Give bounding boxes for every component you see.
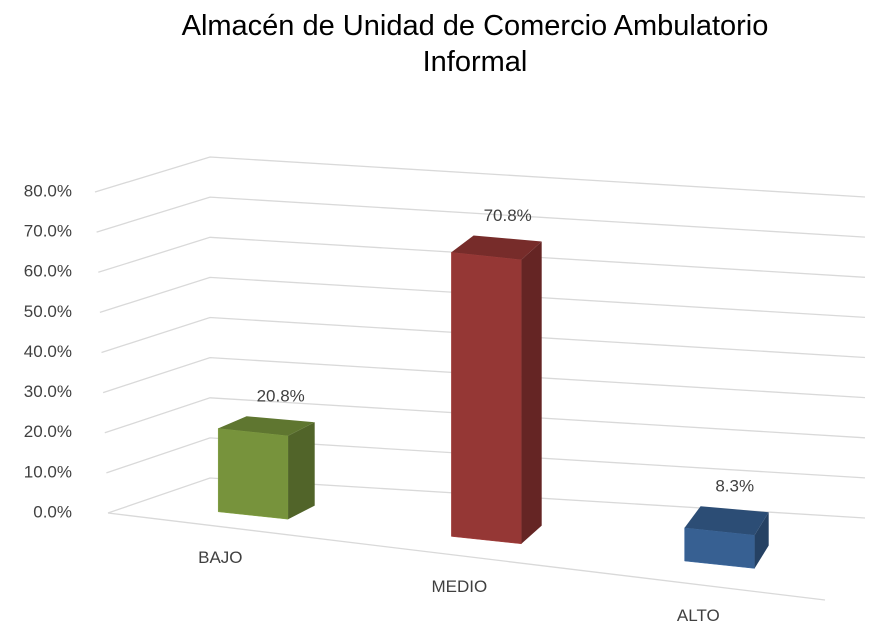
bar-side xyxy=(521,241,542,544)
grid-line xyxy=(98,236,866,278)
bar-side xyxy=(754,512,769,569)
bar-front xyxy=(217,428,289,520)
y-tick-label: 80.0% xyxy=(24,181,72,200)
grid-line xyxy=(101,316,866,359)
y-tick-label: 30.0% xyxy=(24,382,72,401)
grid-line xyxy=(96,196,866,238)
y-tick-label: 70.0% xyxy=(24,222,72,241)
x-tick-label: BAJO xyxy=(198,548,242,567)
x-tick-label: ALTO xyxy=(677,606,720,625)
bar-side xyxy=(288,422,315,520)
floor-edge xyxy=(107,512,826,601)
value-label: 20.8% xyxy=(257,387,305,406)
grid-line xyxy=(107,477,866,519)
grid-line xyxy=(104,397,866,439)
x-tick-label: MEDIO xyxy=(431,577,487,596)
y-tick-label: 0.0% xyxy=(33,502,72,521)
bar-top xyxy=(218,416,315,436)
chart-title: Almacén de Unidad de Comercio Ambulatori… xyxy=(181,10,769,78)
y-tick-label: 10.0% xyxy=(24,462,72,481)
grid-line xyxy=(94,156,866,198)
bar-top xyxy=(451,235,542,260)
grid-line xyxy=(102,356,866,399)
bar-top xyxy=(684,506,769,536)
grid-line xyxy=(99,276,866,319)
y-tick-label: 50.0% xyxy=(24,302,72,321)
value-label: 70.8% xyxy=(484,206,532,225)
y-tick-label: 40.0% xyxy=(24,342,72,361)
value-label: 8.3% xyxy=(715,477,754,496)
y-tick-label: 60.0% xyxy=(24,262,72,281)
y-tick-label: 20.0% xyxy=(24,422,72,441)
bar-front xyxy=(451,252,522,545)
grid-line xyxy=(106,437,866,479)
